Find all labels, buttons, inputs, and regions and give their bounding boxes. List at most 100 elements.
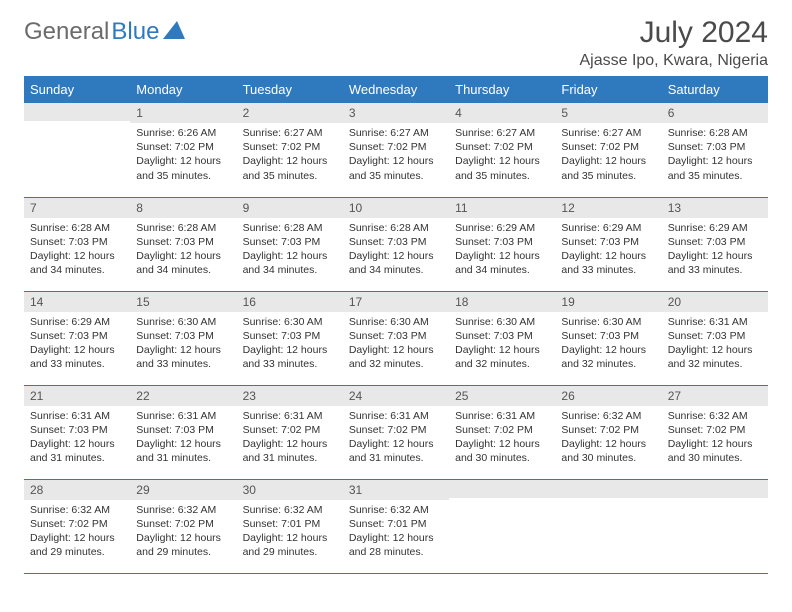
- day-number: 3: [343, 103, 449, 123]
- sunset-text: Sunset: 7:03 PM: [243, 235, 337, 249]
- calendar-table: Sunday Monday Tuesday Wednesday Thursday…: [24, 76, 768, 574]
- sunset-text: Sunset: 7:03 PM: [668, 235, 762, 249]
- month-year: July 2024: [579, 16, 768, 50]
- day-number: 31: [343, 480, 449, 500]
- daylight-text: Daylight: 12 hours and 35 minutes.: [243, 154, 337, 182]
- sunset-text: Sunset: 7:02 PM: [349, 423, 443, 437]
- day-details: Sunrise: 6:28 AMSunset: 7:03 PMDaylight:…: [662, 123, 768, 187]
- daylight-text: Daylight: 12 hours and 31 minutes.: [136, 437, 230, 465]
- sunset-text: Sunset: 7:02 PM: [243, 140, 337, 154]
- logo-text-blue: Blue: [111, 18, 159, 46]
- calendar-cell: 8Sunrise: 6:28 AMSunset: 7:03 PMDaylight…: [130, 197, 236, 291]
- daylight-text: Daylight: 12 hours and 29 minutes.: [136, 531, 230, 559]
- day-number: 1: [130, 103, 236, 123]
- calendar-cell: [449, 479, 555, 573]
- day-number: 19: [555, 292, 661, 312]
- title-area: July 2024 Ajasse Ipo, Kwara, Nigeria: [579, 16, 768, 70]
- calendar-cell: 18Sunrise: 6:30 AMSunset: 7:03 PMDayligh…: [449, 291, 555, 385]
- day-number: 7: [24, 198, 130, 218]
- sunset-text: Sunset: 7:02 PM: [30, 517, 124, 531]
- day-details: Sunrise: 6:28 AMSunset: 7:03 PMDaylight:…: [130, 218, 236, 282]
- day-details: Sunrise: 6:32 AMSunset: 7:01 PMDaylight:…: [237, 500, 343, 564]
- sunrise-text: Sunrise: 6:31 AM: [243, 409, 337, 423]
- day-number: 4: [449, 103, 555, 123]
- day-number: 6: [662, 103, 768, 123]
- daylight-text: Daylight: 12 hours and 33 minutes.: [30, 343, 124, 371]
- calendar-cell: 1Sunrise: 6:26 AMSunset: 7:02 PMDaylight…: [130, 103, 236, 197]
- sunrise-text: Sunrise: 6:28 AM: [349, 221, 443, 235]
- sunset-text: Sunset: 7:03 PM: [455, 329, 549, 343]
- weekday-header: Sunday: [24, 76, 130, 103]
- daylight-text: Daylight: 12 hours and 33 minutes.: [561, 249, 655, 277]
- sunrise-text: Sunrise: 6:27 AM: [455, 126, 549, 140]
- calendar-cell: 4Sunrise: 6:27 AMSunset: 7:02 PMDaylight…: [449, 103, 555, 197]
- calendar-cell: 26Sunrise: 6:32 AMSunset: 7:02 PMDayligh…: [555, 385, 661, 479]
- sunrise-text: Sunrise: 6:29 AM: [561, 221, 655, 235]
- day-number: 13: [662, 198, 768, 218]
- sunrise-text: Sunrise: 6:32 AM: [243, 503, 337, 517]
- day-number: [24, 103, 130, 121]
- daylight-text: Daylight: 12 hours and 31 minutes.: [30, 437, 124, 465]
- calendar-cell: 9Sunrise: 6:28 AMSunset: 7:03 PMDaylight…: [237, 197, 343, 291]
- daylight-text: Daylight: 12 hours and 32 minutes.: [668, 343, 762, 371]
- sunrise-text: Sunrise: 6:30 AM: [243, 315, 337, 329]
- sunset-text: Sunset: 7:03 PM: [136, 329, 230, 343]
- sunset-text: Sunset: 7:03 PM: [136, 423, 230, 437]
- day-details: Sunrise: 6:26 AMSunset: 7:02 PMDaylight:…: [130, 123, 236, 187]
- day-details: Sunrise: 6:28 AMSunset: 7:03 PMDaylight:…: [24, 218, 130, 282]
- day-details: Sunrise: 6:27 AMSunset: 7:02 PMDaylight:…: [555, 123, 661, 187]
- day-details: Sunrise: 6:30 AMSunset: 7:03 PMDaylight:…: [237, 312, 343, 376]
- sunset-text: Sunset: 7:03 PM: [561, 329, 655, 343]
- daylight-text: Daylight: 12 hours and 35 minutes.: [668, 154, 762, 182]
- sunset-text: Sunset: 7:03 PM: [349, 329, 443, 343]
- calendar-row: 21Sunrise: 6:31 AMSunset: 7:03 PMDayligh…: [24, 385, 768, 479]
- calendar-cell: 24Sunrise: 6:31 AMSunset: 7:02 PMDayligh…: [343, 385, 449, 479]
- daylight-text: Daylight: 12 hours and 29 minutes.: [30, 531, 124, 559]
- calendar-cell: 15Sunrise: 6:30 AMSunset: 7:03 PMDayligh…: [130, 291, 236, 385]
- sunrise-text: Sunrise: 6:30 AM: [136, 315, 230, 329]
- sunrise-text: Sunrise: 6:32 AM: [30, 503, 124, 517]
- sunset-text: Sunset: 7:03 PM: [30, 329, 124, 343]
- calendar-row: 1Sunrise: 6:26 AMSunset: 7:02 PMDaylight…: [24, 103, 768, 197]
- day-number: 2: [237, 103, 343, 123]
- logo-sail-icon: [163, 18, 185, 46]
- day-details: Sunrise: 6:28 AMSunset: 7:03 PMDaylight:…: [343, 218, 449, 282]
- calendar-row: 14Sunrise: 6:29 AMSunset: 7:03 PMDayligh…: [24, 291, 768, 385]
- calendar-row: 7Sunrise: 6:28 AMSunset: 7:03 PMDaylight…: [24, 197, 768, 291]
- day-details: Sunrise: 6:31 AMSunset: 7:03 PMDaylight:…: [24, 406, 130, 470]
- sunrise-text: Sunrise: 6:27 AM: [349, 126, 443, 140]
- day-number: 11: [449, 198, 555, 218]
- calendar-cell: 21Sunrise: 6:31 AMSunset: 7:03 PMDayligh…: [24, 385, 130, 479]
- day-number: 21: [24, 386, 130, 406]
- day-number: 15: [130, 292, 236, 312]
- daylight-text: Daylight: 12 hours and 34 minutes.: [243, 249, 337, 277]
- sunrise-text: Sunrise: 6:31 AM: [349, 409, 443, 423]
- sunrise-text: Sunrise: 6:29 AM: [668, 221, 762, 235]
- sunset-text: Sunset: 7:02 PM: [243, 423, 337, 437]
- daylight-text: Daylight: 12 hours and 31 minutes.: [243, 437, 337, 465]
- day-details: Sunrise: 6:28 AMSunset: 7:03 PMDaylight:…: [237, 218, 343, 282]
- sunrise-text: Sunrise: 6:27 AM: [243, 126, 337, 140]
- day-number: 9: [237, 198, 343, 218]
- daylight-text: Daylight: 12 hours and 33 minutes.: [243, 343, 337, 371]
- calendar-cell: 10Sunrise: 6:28 AMSunset: 7:03 PMDayligh…: [343, 197, 449, 291]
- daylight-text: Daylight: 12 hours and 32 minutes.: [561, 343, 655, 371]
- logo-text-gray: General: [24, 18, 109, 46]
- sunrise-text: Sunrise: 6:31 AM: [136, 409, 230, 423]
- daylight-text: Daylight: 12 hours and 32 minutes.: [455, 343, 549, 371]
- calendar-cell: [555, 479, 661, 573]
- day-number: 29: [130, 480, 236, 500]
- sunrise-text: Sunrise: 6:32 AM: [561, 409, 655, 423]
- weekday-header: Friday: [555, 76, 661, 103]
- calendar-cell: 13Sunrise: 6:29 AMSunset: 7:03 PMDayligh…: [662, 197, 768, 291]
- sunset-text: Sunset: 7:02 PM: [136, 517, 230, 531]
- day-details: Sunrise: 6:30 AMSunset: 7:03 PMDaylight:…: [449, 312, 555, 376]
- calendar-row: 28Sunrise: 6:32 AMSunset: 7:02 PMDayligh…: [24, 479, 768, 573]
- sunset-text: Sunset: 7:01 PM: [349, 517, 443, 531]
- calendar-body: 1Sunrise: 6:26 AMSunset: 7:02 PMDaylight…: [24, 103, 768, 573]
- calendar-cell: 20Sunrise: 6:31 AMSunset: 7:03 PMDayligh…: [662, 291, 768, 385]
- sunset-text: Sunset: 7:01 PM: [243, 517, 337, 531]
- calendar-cell: 25Sunrise: 6:31 AMSunset: 7:02 PMDayligh…: [449, 385, 555, 479]
- day-details: Sunrise: 6:29 AMSunset: 7:03 PMDaylight:…: [24, 312, 130, 376]
- calendar-cell: [662, 479, 768, 573]
